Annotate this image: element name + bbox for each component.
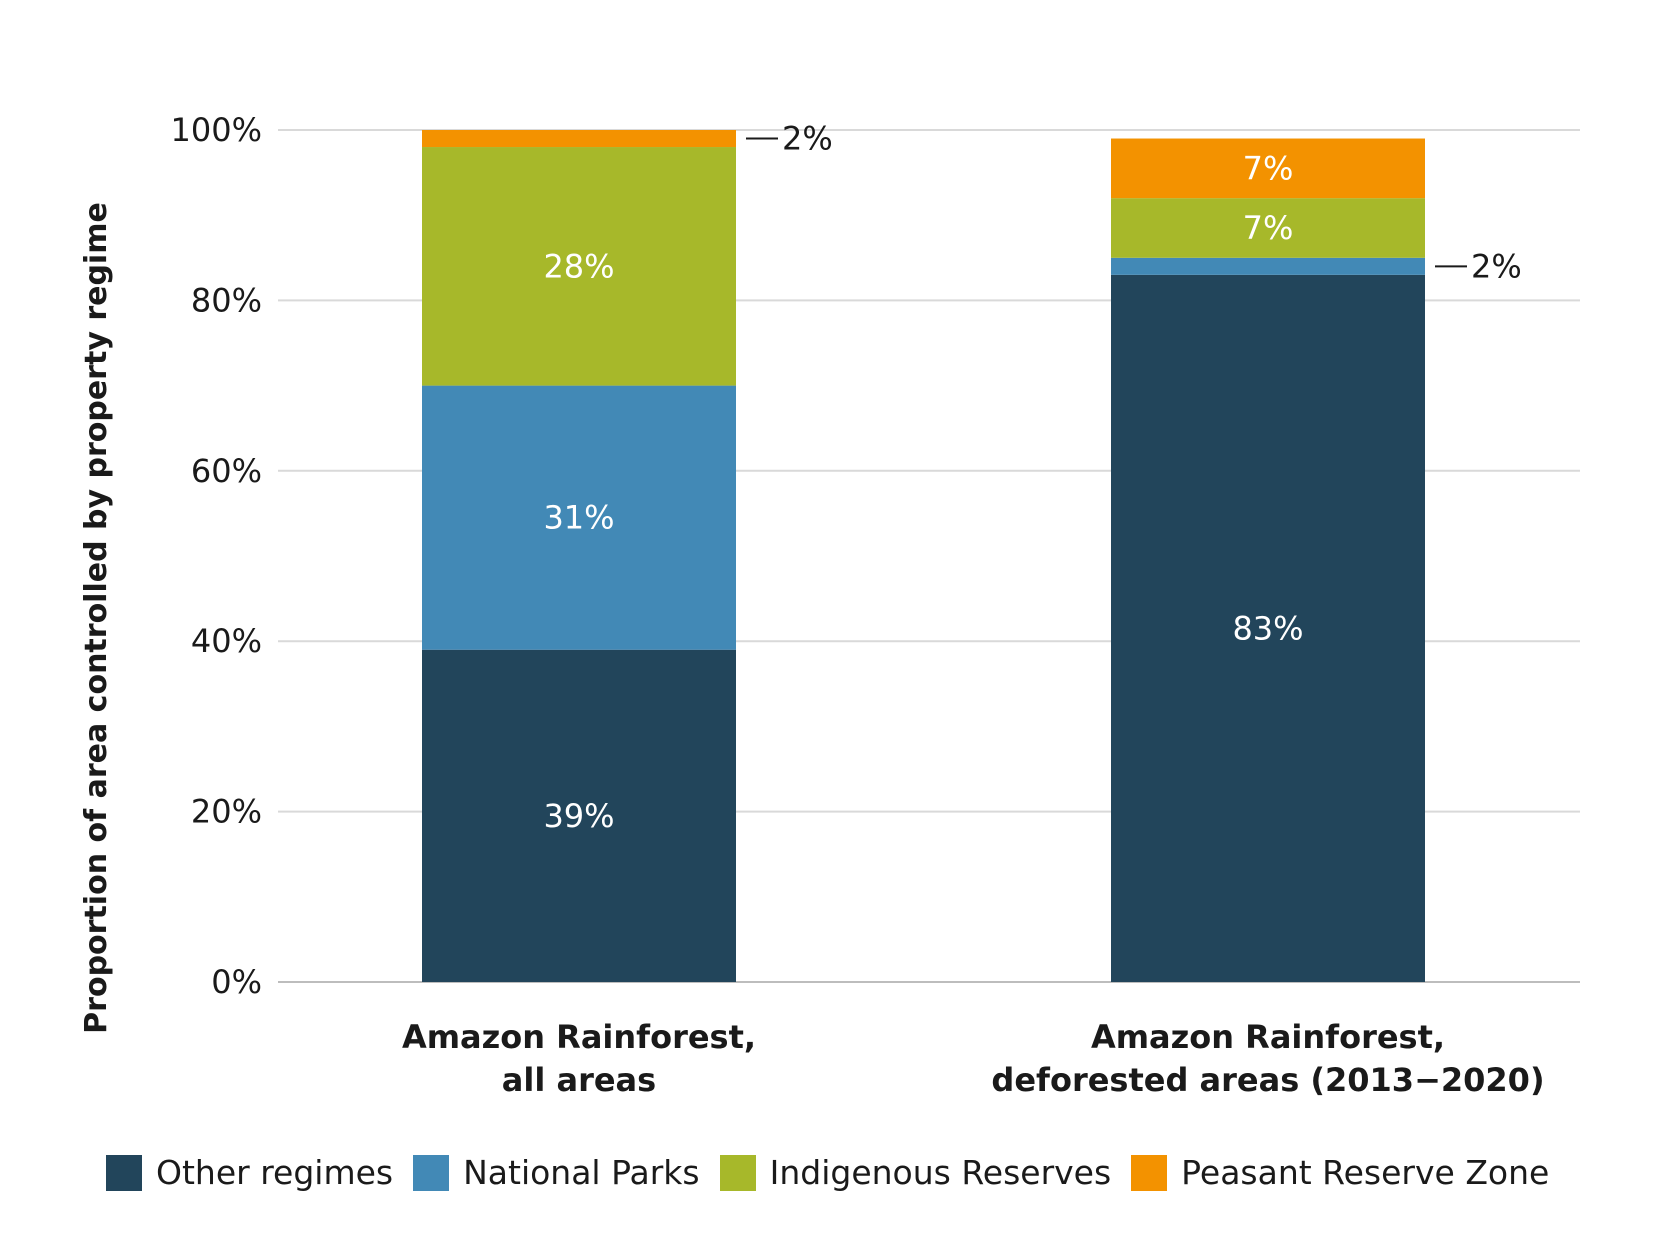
x-category-label: all areas — [502, 1061, 656, 1099]
data-label: 2% — [782, 120, 833, 158]
legend-label: Indigenous Reserves — [769, 1153, 1112, 1192]
legend-item: Peasant Reserve Zone — [1131, 1153, 1549, 1192]
legend-swatch — [1131, 1154, 1168, 1191]
data-label: 7% — [1243, 149, 1294, 187]
legend-label: National Parks — [463, 1153, 700, 1192]
data-label: 2% — [1471, 247, 1522, 285]
legend-label: Other regimes — [156, 1153, 394, 1192]
x-category-label: Amazon Rainforest, — [402, 1018, 756, 1056]
legend-label: Peasant Reserve Zone — [1181, 1153, 1550, 1192]
data-label: 7% — [1243, 209, 1294, 247]
y-axis-ticks: 0% 20% 40% 60% 80% 100% — [171, 111, 262, 1001]
y-tick-label: 0% — [211, 963, 262, 1001]
bars: 39% 31% 28% 2% 83% 2% 7% 7% — [422, 120, 1522, 983]
bar-segment — [1111, 198, 1425, 258]
x-category-label: Amazon Rainforest, — [1091, 1018, 1445, 1056]
legend-item: National Parks — [413, 1153, 700, 1192]
legend-swatch — [106, 1154, 142, 1191]
bar-segment — [422, 147, 736, 386]
bar-segment — [422, 385, 736, 650]
y-tick-label: 80% — [191, 281, 262, 319]
legend-item: Other regimes — [106, 1153, 393, 1192]
legend-swatch — [413, 1154, 450, 1191]
bar-segment — [1111, 274, 1425, 983]
data-label: 83% — [1232, 609, 1303, 647]
bar-segment — [422, 130, 736, 148]
data-label: 39% — [543, 797, 614, 835]
bar-segment — [422, 649, 736, 982]
data-label: 28% — [543, 247, 614, 285]
x-axis-category-labels: Amazon Rainforest, all areas Amazon Rainfo… — [402, 1018, 1545, 1099]
bar-segment — [1111, 257, 1425, 275]
y-axis-title: Proportion of area controlled by propert… — [79, 202, 114, 1034]
y-tick-label: 40% — [191, 622, 262, 660]
legend-item: Indigenous Reserves — [719, 1153, 1112, 1192]
y-tick-label: 100% — [171, 111, 262, 149]
y-tick-label: 20% — [191, 793, 262, 831]
x-category-label: deforested areas (2013−2020) — [991, 1061, 1544, 1099]
legend: Other regimes National Parks Indigenous Re… — [106, 1153, 1569, 1192]
bar-segment — [1111, 138, 1425, 199]
legend-swatch — [719, 1154, 756, 1191]
y-tick-label: 60% — [191, 452, 262, 490]
data-label: 31% — [543, 499, 614, 537]
